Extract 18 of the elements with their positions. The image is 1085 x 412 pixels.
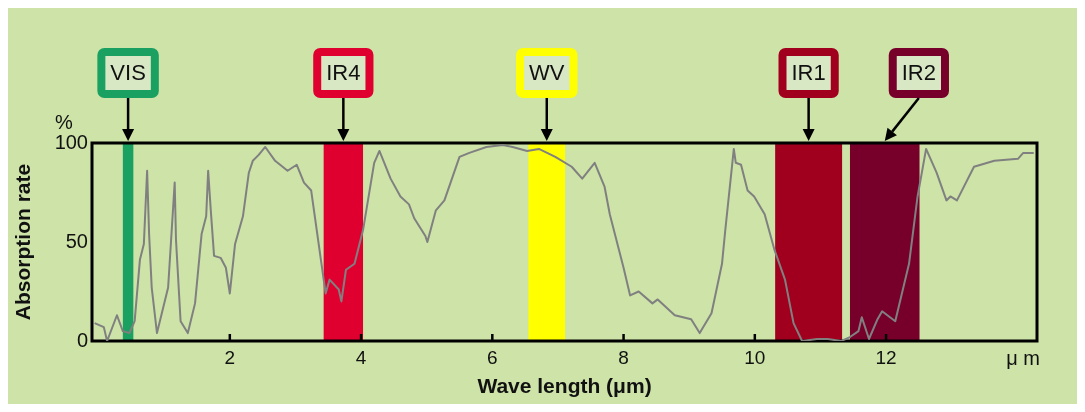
x-tick-label: 10 (744, 346, 766, 368)
x-tick-label: 4 (355, 346, 367, 368)
band-label: VIS (110, 60, 146, 86)
y-tick-label: 0 (76, 328, 88, 351)
text: μ m (1006, 346, 1040, 369)
y-tick-label: 50 (65, 229, 88, 252)
x-axis-title: Wave length (μm) (477, 374, 652, 398)
text: % (55, 110, 74, 133)
x-tick-label: 2 (224, 346, 236, 368)
x-tick-label: 6 (487, 346, 498, 368)
band-label: IR4 (326, 60, 361, 86)
x-tick-label: 8 (618, 346, 629, 368)
band-label: IR2 (901, 60, 936, 86)
y-tick-label: 100 (54, 130, 88, 153)
band-label: IR1 (791, 60, 826, 86)
x-tick-label: 12 (875, 346, 897, 368)
band-label: WV (529, 60, 565, 86)
y-axis-title: Absorption rate (11, 163, 35, 321)
